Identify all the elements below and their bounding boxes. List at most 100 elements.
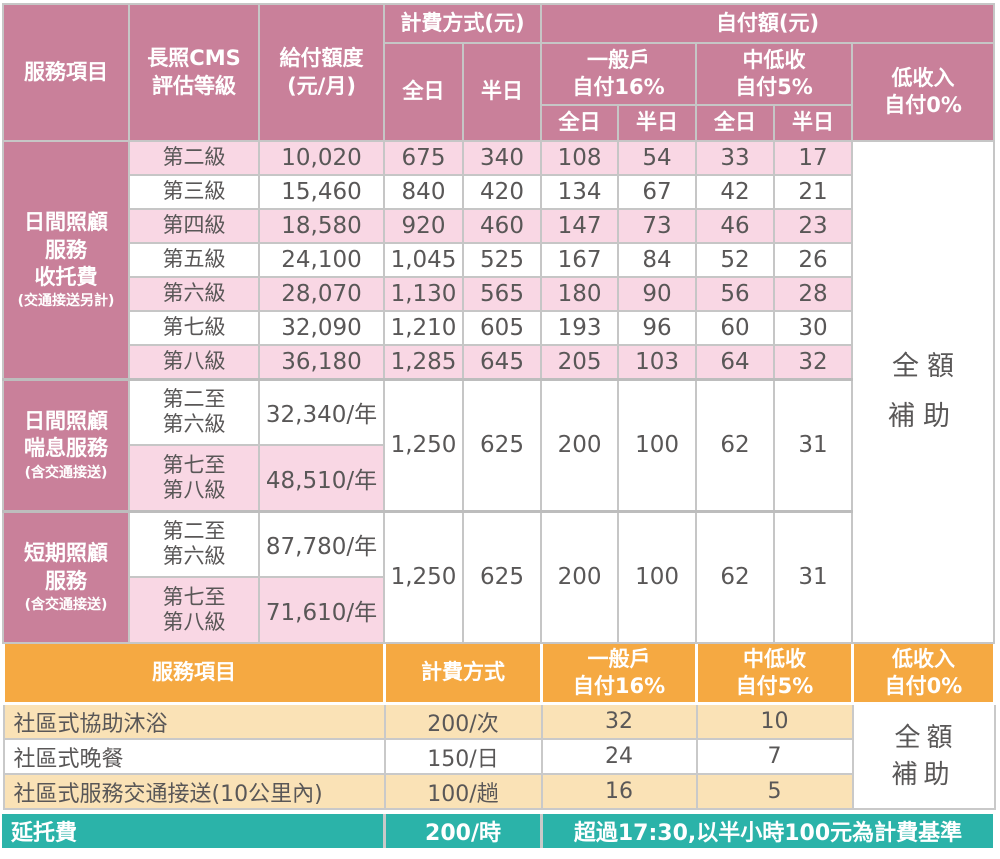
cms-level-cell: 第七至 第八級 xyxy=(128,576,260,644)
quota-cell: 87,780/年 xyxy=(258,509,385,578)
section-label: 日間照顧 服務 收托費 (交通接送另計) xyxy=(2,140,130,380)
quota-cell: 36,180 xyxy=(258,344,385,380)
header-general-half-day: 半日 xyxy=(617,104,698,142)
billing-half-day-cell: 420 xyxy=(461,174,543,210)
billing-full-day-cell: 840 xyxy=(383,174,464,210)
billing-half-day-cell: 525 xyxy=(461,242,543,278)
service-name-cell: 社區式晚餐 xyxy=(2,738,386,775)
header-general-household: 一般戶 自付16% xyxy=(540,42,698,106)
billing-method-cell: 100/趟 xyxy=(383,773,543,810)
section-label-note: (含交通接送) xyxy=(24,596,108,613)
copay-midlow-half-day-cell: 21 xyxy=(773,174,854,210)
billing-method-cell: 150/日 xyxy=(383,738,543,775)
copay-midlow-cell: 10 xyxy=(695,702,854,740)
copay-midlow-cell: 5 xyxy=(695,773,854,810)
cms-level-cell: 第四級 xyxy=(128,208,260,244)
cms-level-cell: 第三級 xyxy=(128,174,260,210)
fee-table-wrap: 服務項目 長照CMS 評估等級 給付額度 (元/月) 計費方式(元) 自付額(元… xyxy=(2,3,996,848)
copay-general-half-day-cell: 54 xyxy=(617,140,698,176)
extended-fee-label: 延托費 xyxy=(2,814,383,848)
cms-level-cell: 第二至 第六級 xyxy=(128,377,260,446)
cms-level-cell: 第七至 第八級 xyxy=(128,444,260,512)
section-label: 日間照顧 喘息服務 (含交通接送) xyxy=(2,377,130,512)
extended-fee-note: 超過17:30,以半小時100元為計費基準 xyxy=(540,814,993,848)
quota-cell: 32,340/年 xyxy=(258,377,385,446)
billing-half-day-cell: 565 xyxy=(461,276,543,312)
billing-half-day-cell: 340 xyxy=(461,140,543,176)
copay-general-half-day-cell: 67 xyxy=(617,174,698,210)
copay-general-full-day-cell: 108 xyxy=(540,140,620,176)
copay-midlow-full-day-cell: 62 xyxy=(695,377,776,512)
copay-midlow-full-day-cell: 64 xyxy=(695,344,776,380)
section-label-note: (交通接送另計) xyxy=(17,293,115,310)
header-midlow-half-day: 半日 xyxy=(773,104,854,142)
bottom-full-subsidy-cell: 全額 補助 xyxy=(851,702,996,810)
copay-midlow-full-day-cell: 60 xyxy=(695,310,776,346)
section-label-text: 日間照顧 服務 收托費 xyxy=(24,210,108,289)
copay-midlow-half-day-cell: 26 xyxy=(773,242,854,278)
billing-full-day-cell: 1,285 xyxy=(383,344,464,380)
copay-midlow-half-day-cell: 31 xyxy=(773,377,854,512)
billing-full-day-cell: 1,250 xyxy=(383,509,464,644)
quota-cell: 15,460 xyxy=(258,174,385,210)
billing-half-day-cell: 645 xyxy=(461,344,543,380)
quota-cell: 18,580 xyxy=(258,208,385,244)
bottom-header-mid-low-income: 中低收 自付5% xyxy=(695,644,854,705)
copay-midlow-full-day-cell: 42 xyxy=(695,174,776,210)
copay-general-half-day-cell: 103 xyxy=(617,344,698,380)
copay-general-full-day-cell: 147 xyxy=(540,208,620,244)
cms-level-cell: 第八級 xyxy=(128,344,260,380)
header-billing-method: 計費方式(元) xyxy=(382,3,543,44)
copay-midlow-half-day-cell: 23 xyxy=(773,208,854,244)
copay-general-full-day-cell: 167 xyxy=(540,242,620,278)
copay-general-half-day-cell: 73 xyxy=(617,208,698,244)
header-mid-low-income: 中低收 自付5% xyxy=(695,42,854,106)
header-payment-quota: 給付額度 (元/月) xyxy=(258,3,385,142)
copay-midlow-half-day-cell: 17 xyxy=(773,140,854,176)
copay-general-full-day-cell: 180 xyxy=(540,276,620,312)
billing-full-day-cell: 1,130 xyxy=(383,276,464,312)
section-label-text: 短期照顧 服務 xyxy=(24,541,108,593)
copay-midlow-half-day-cell: 32 xyxy=(773,344,854,380)
bottom-header-low-income: 低收入 自付0% xyxy=(851,644,996,705)
extended-fee-rate: 200/時 xyxy=(383,814,540,848)
header-service-item: 服務項目 xyxy=(2,3,130,142)
header-copay-amount: 自付額(元) xyxy=(540,3,996,44)
service-name-cell: 社區式服務交通接送(10公里內) xyxy=(2,773,386,810)
copay-general-half-day-cell: 84 xyxy=(617,242,698,278)
section-label-note: (含交通接送) xyxy=(24,464,108,481)
section-label-text: 日間照顧 喘息服務 xyxy=(24,409,108,461)
billing-method-cell: 200/次 xyxy=(383,702,543,740)
extended-fee-bar: 延托費 200/時 超過17:30,以半小時100元為計費基準 xyxy=(2,814,993,848)
copay-general-half-day-cell: 90 xyxy=(617,276,698,312)
copay-midlow-half-day-cell: 28 xyxy=(773,276,854,312)
copay-midlow-cell: 7 xyxy=(695,738,854,775)
billing-half-day-cell: 625 xyxy=(461,509,543,644)
quota-cell: 32,090 xyxy=(258,310,385,346)
copay-general-full-day-cell: 134 xyxy=(540,174,620,210)
header-cms-level: 長照CMS 評估等級 xyxy=(128,3,260,142)
copay-general-full-day-cell: 193 xyxy=(540,310,620,346)
copay-midlow-half-day-cell: 30 xyxy=(773,310,854,346)
copay-midlow-full-day-cell: 46 xyxy=(695,208,776,244)
copay-general-full-day-cell: 205 xyxy=(540,344,620,380)
billing-half-day-cell: 605 xyxy=(461,310,543,346)
copay-midlow-full-day-cell: 62 xyxy=(695,509,776,644)
copay-general-cell: 16 xyxy=(540,773,698,810)
cms-level-cell: 第五級 xyxy=(128,242,260,278)
quota-cell: 28,070 xyxy=(258,276,385,312)
billing-full-day-cell: 675 xyxy=(383,140,464,176)
section-label: 短期照顧 服務 (含交通接送) xyxy=(2,509,130,644)
quota-cell: 48,510/年 xyxy=(258,444,385,512)
cms-level-cell: 第六級 xyxy=(128,276,260,312)
billing-half-day-cell: 625 xyxy=(461,377,543,512)
cms-level-cell: 第七級 xyxy=(128,310,260,346)
community-fee-table: 服務項目 計費方式 一般戶 自付16% 中低收 自付5% 低收入 自付0% 社區… xyxy=(2,644,996,810)
copay-general-half-day-cell: 100 xyxy=(617,377,698,512)
copay-general-cell: 24 xyxy=(540,738,698,775)
billing-full-day-cell: 1,210 xyxy=(383,310,464,346)
header-midlow-full-day: 全日 xyxy=(695,104,776,142)
copay-general-half-day-cell: 100 xyxy=(617,509,698,644)
header-billing-full-day: 全日 xyxy=(383,42,464,142)
